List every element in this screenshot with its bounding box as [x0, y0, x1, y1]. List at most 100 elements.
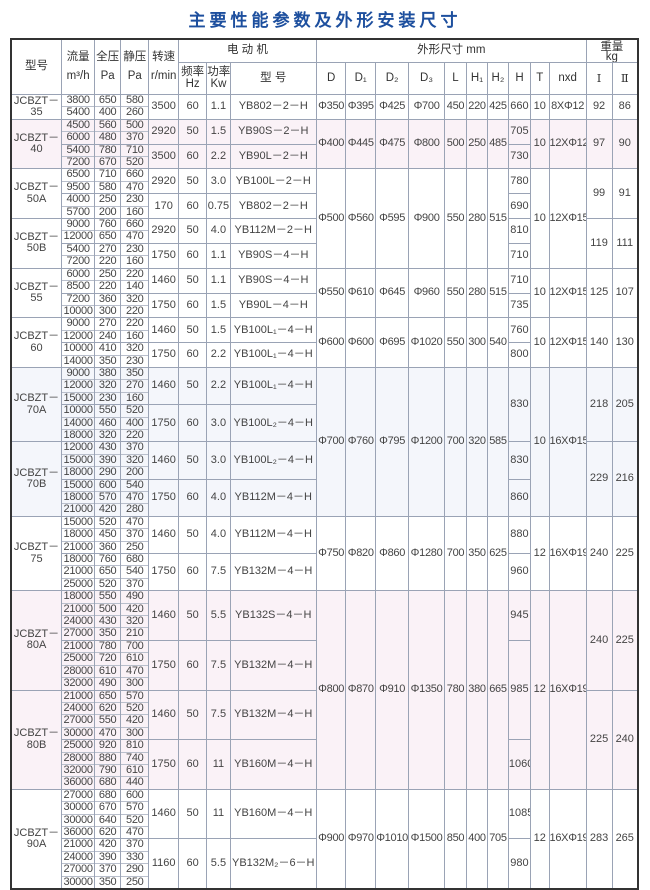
header-speed-unit: r/min: [150, 70, 177, 82]
frequency-cell: 50: [177, 590, 208, 641]
static-pressure-cell: 710 520: [120, 143, 150, 170]
dimension-cell: 550: [443, 168, 468, 269]
dimension-cell: 425: [486, 94, 509, 120]
flow-cell-value: 7200: [62, 294, 94, 306]
thickness-t-cell: 10: [530, 168, 550, 269]
weight-ii-cell: 265: [611, 788, 639, 890]
fan-model-text: JCBZT－: [13, 181, 60, 194]
flow-cell-value: 18000: [62, 590, 94, 604]
dimension-cell: Φ750: [315, 515, 347, 592]
power-cell: 3.0: [206, 168, 231, 195]
speed-cell: 1750: [148, 553, 179, 592]
fan-model-cell: JCBZT－ 40: [10, 118, 62, 170]
static-pressure-cell-value: 700: [121, 641, 148, 654]
total-pressure-cell: 270 220: [94, 242, 122, 269]
static-pressure-cell-value: 220: [126, 304, 144, 317]
flow-cell: 5400 7200: [60, 143, 96, 170]
flow-cell-value: 24000: [62, 701, 94, 716]
header-weight-unit: kg: [605, 51, 618, 63]
performance-table: 型号 流量 m³/h 全压 Pa 静压 Pa 转速 r/min 电 动 机 外形尺寸 m…: [10, 38, 639, 890]
fan-model-cell: JCBZT－ 55: [10, 267, 62, 319]
flow-cell-value: 10000: [62, 404, 94, 418]
motor-model-cell: YB90S－4－H: [229, 242, 317, 269]
static-pressure-cell-value: 740: [121, 752, 148, 765]
table-body: JCBZT－ 35 3800 5400 650 400 580 260 3500 60 1.1 YB8…: [10, 94, 639, 890]
power-cell: 11: [206, 739, 231, 790]
total-pressure-cell-value: 500: [95, 603, 120, 617]
static-pressure-cell: 540 470 280: [120, 478, 150, 517]
static-pressure-cell-value: 260: [126, 106, 144, 119]
flow-cell-value: 14000: [63, 354, 93, 367]
flow-cell: 3800 5400: [60, 94, 96, 120]
speed-cell: 2920: [148, 118, 179, 145]
header-static-unit: Pa: [127, 70, 142, 82]
speed-cell: 1750: [148, 478, 179, 517]
power-cell: 4.0: [206, 478, 231, 517]
flow-cell-value: 21000: [62, 838, 94, 852]
dimension-cell: Φ900: [315, 788, 347, 890]
flow-cell-value: 15000: [62, 453, 94, 468]
fan-model-text: JCBZT－: [13, 280, 60, 293]
total-pressure-cell-value: 240: [98, 329, 117, 342]
motor-model-cell: YB160M－4－H: [229, 739, 317, 790]
power-cell: 3.0: [206, 404, 231, 443]
frequency-cell: 50: [177, 788, 208, 840]
motor-model-cell: YB132M－4－H: [229, 689, 317, 741]
weight-ii-cell: 90: [611, 118, 639, 170]
flow-cell-value: 18000: [63, 428, 93, 441]
dimension-cell: 515: [486, 267, 509, 319]
static-pressure-cell-value: 200: [126, 466, 144, 479]
total-pressure-cell-value: 780: [95, 145, 120, 158]
total-pressure-cell-value: 250: [95, 195, 120, 207]
total-pressure-cell: 270 240: [94, 317, 122, 344]
static-pressure-cell-value: 270: [121, 379, 148, 393]
frequency-cell: 50: [177, 218, 208, 244]
total-pressure-cell-value: 410: [95, 344, 120, 356]
dimension-cell: 320: [466, 366, 488, 517]
dimension-cell: Φ445: [345, 118, 376, 170]
dimension-cell: Φ860: [374, 515, 410, 592]
static-pressure-cell-value: 540: [121, 566, 148, 579]
static-pressure-cell-value: 400: [121, 417, 148, 430]
dimension-cell: Φ760: [345, 366, 376, 517]
flow-cell: 6500 9500: [60, 168, 96, 195]
frequency-cell: 60: [177, 639, 208, 691]
motor-model-cell: YB100L－2－H: [229, 168, 317, 195]
flow-cell-value: 12000: [63, 230, 93, 243]
motor-model-cell: YB112M－4－H: [229, 515, 317, 555]
fan-model-text: 50A: [26, 192, 47, 205]
header-static-label: 静压: [123, 50, 147, 63]
frequency-cell: 50: [177, 168, 208, 195]
height-h-cell: 660: [507, 94, 532, 120]
flow-cell-value: 28000: [62, 664, 94, 679]
height-h-cell: 880: [507, 515, 532, 555]
total-pressure-cell-value: 300: [98, 304, 117, 317]
static-pressure-cell-value: 610: [121, 652, 148, 666]
height-h-cell: 735: [507, 292, 532, 319]
flow-cell-value: 7200: [66, 156, 90, 169]
flow-cell-value: 30000: [63, 726, 93, 739]
dimension-cell: Φ800: [315, 590, 347, 790]
speed-cell: 1160: [148, 838, 179, 890]
power-cell: 4.0: [206, 515, 231, 555]
header-dim-9: nxd: [548, 62, 587, 95]
thickness-t-cell: 10: [530, 94, 550, 120]
flow-cell-value: 32000: [62, 763, 94, 778]
header-speed: 转速 r/min: [148, 38, 179, 95]
static-pressure-cell-value: 660: [121, 170, 148, 182]
flow-cell-value: 18000: [63, 466, 93, 479]
weight-ii-cell: 91: [611, 168, 639, 220]
static-pressure-cell-value: 320: [121, 294, 148, 306]
dimension-cell: Φ395: [345, 94, 376, 120]
dimension-cell: Φ645: [374, 267, 410, 319]
static-pressure-cell: 350 270 160: [120, 366, 150, 406]
flow-cell-value: 7200: [66, 255, 90, 268]
total-pressure-cell-value: 610: [95, 665, 120, 679]
height-h-cell: 945: [507, 590, 532, 641]
height-h-cell: 1085: [507, 788, 532, 840]
speed-cell: 2920: [148, 168, 179, 195]
flow-cell-value: 12000: [63, 329, 93, 342]
fan-model-cell: JCBZT－ 80B: [10, 689, 62, 790]
static-pressure-cell-value: 330: [121, 851, 148, 865]
total-pressure-cell-value: 670: [95, 801, 120, 815]
